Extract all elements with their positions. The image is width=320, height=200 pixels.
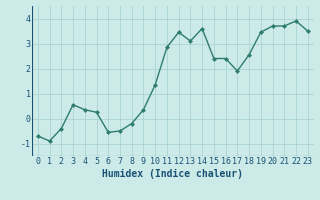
X-axis label: Humidex (Indice chaleur): Humidex (Indice chaleur) bbox=[102, 169, 243, 179]
